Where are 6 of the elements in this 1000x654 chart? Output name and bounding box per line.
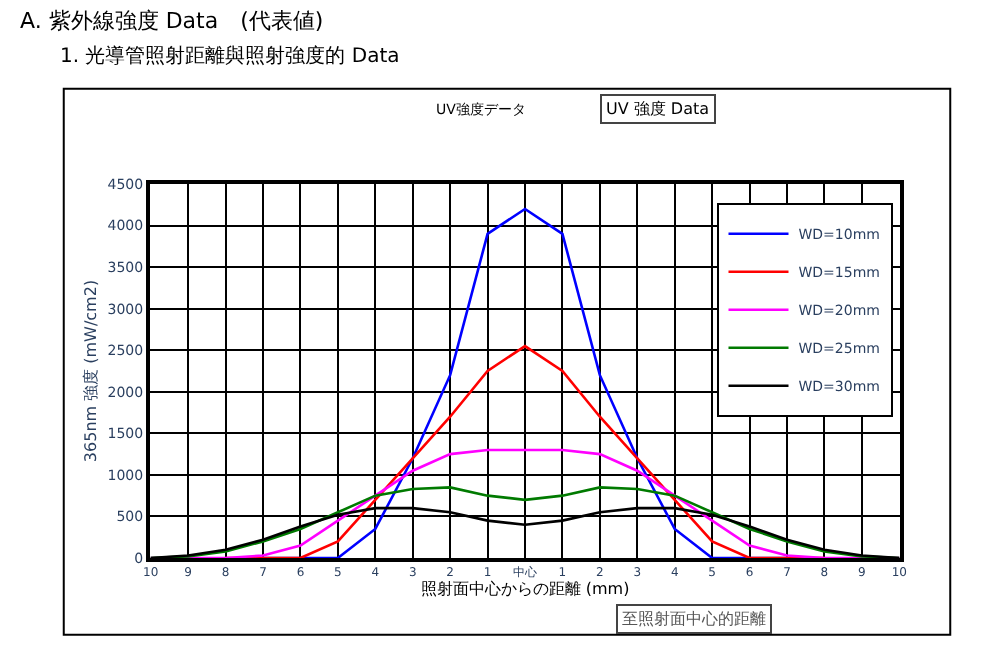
y-axis-title: 365nm 強度 (mW/cm2) (81, 279, 100, 463)
text: UV 強度 Data (606, 100, 710, 118)
chart-subtitle: 1. 光導管照射距離與照射強度的 Data (60, 44, 400, 68)
text: 至照射面中心的距離 (622, 610, 766, 628)
x-axis-title: 照射面中心からの距離 (mm) (420, 580, 630, 599)
chart-title: A. 紫外線強度 Data (代表値) (20, 8, 324, 34)
